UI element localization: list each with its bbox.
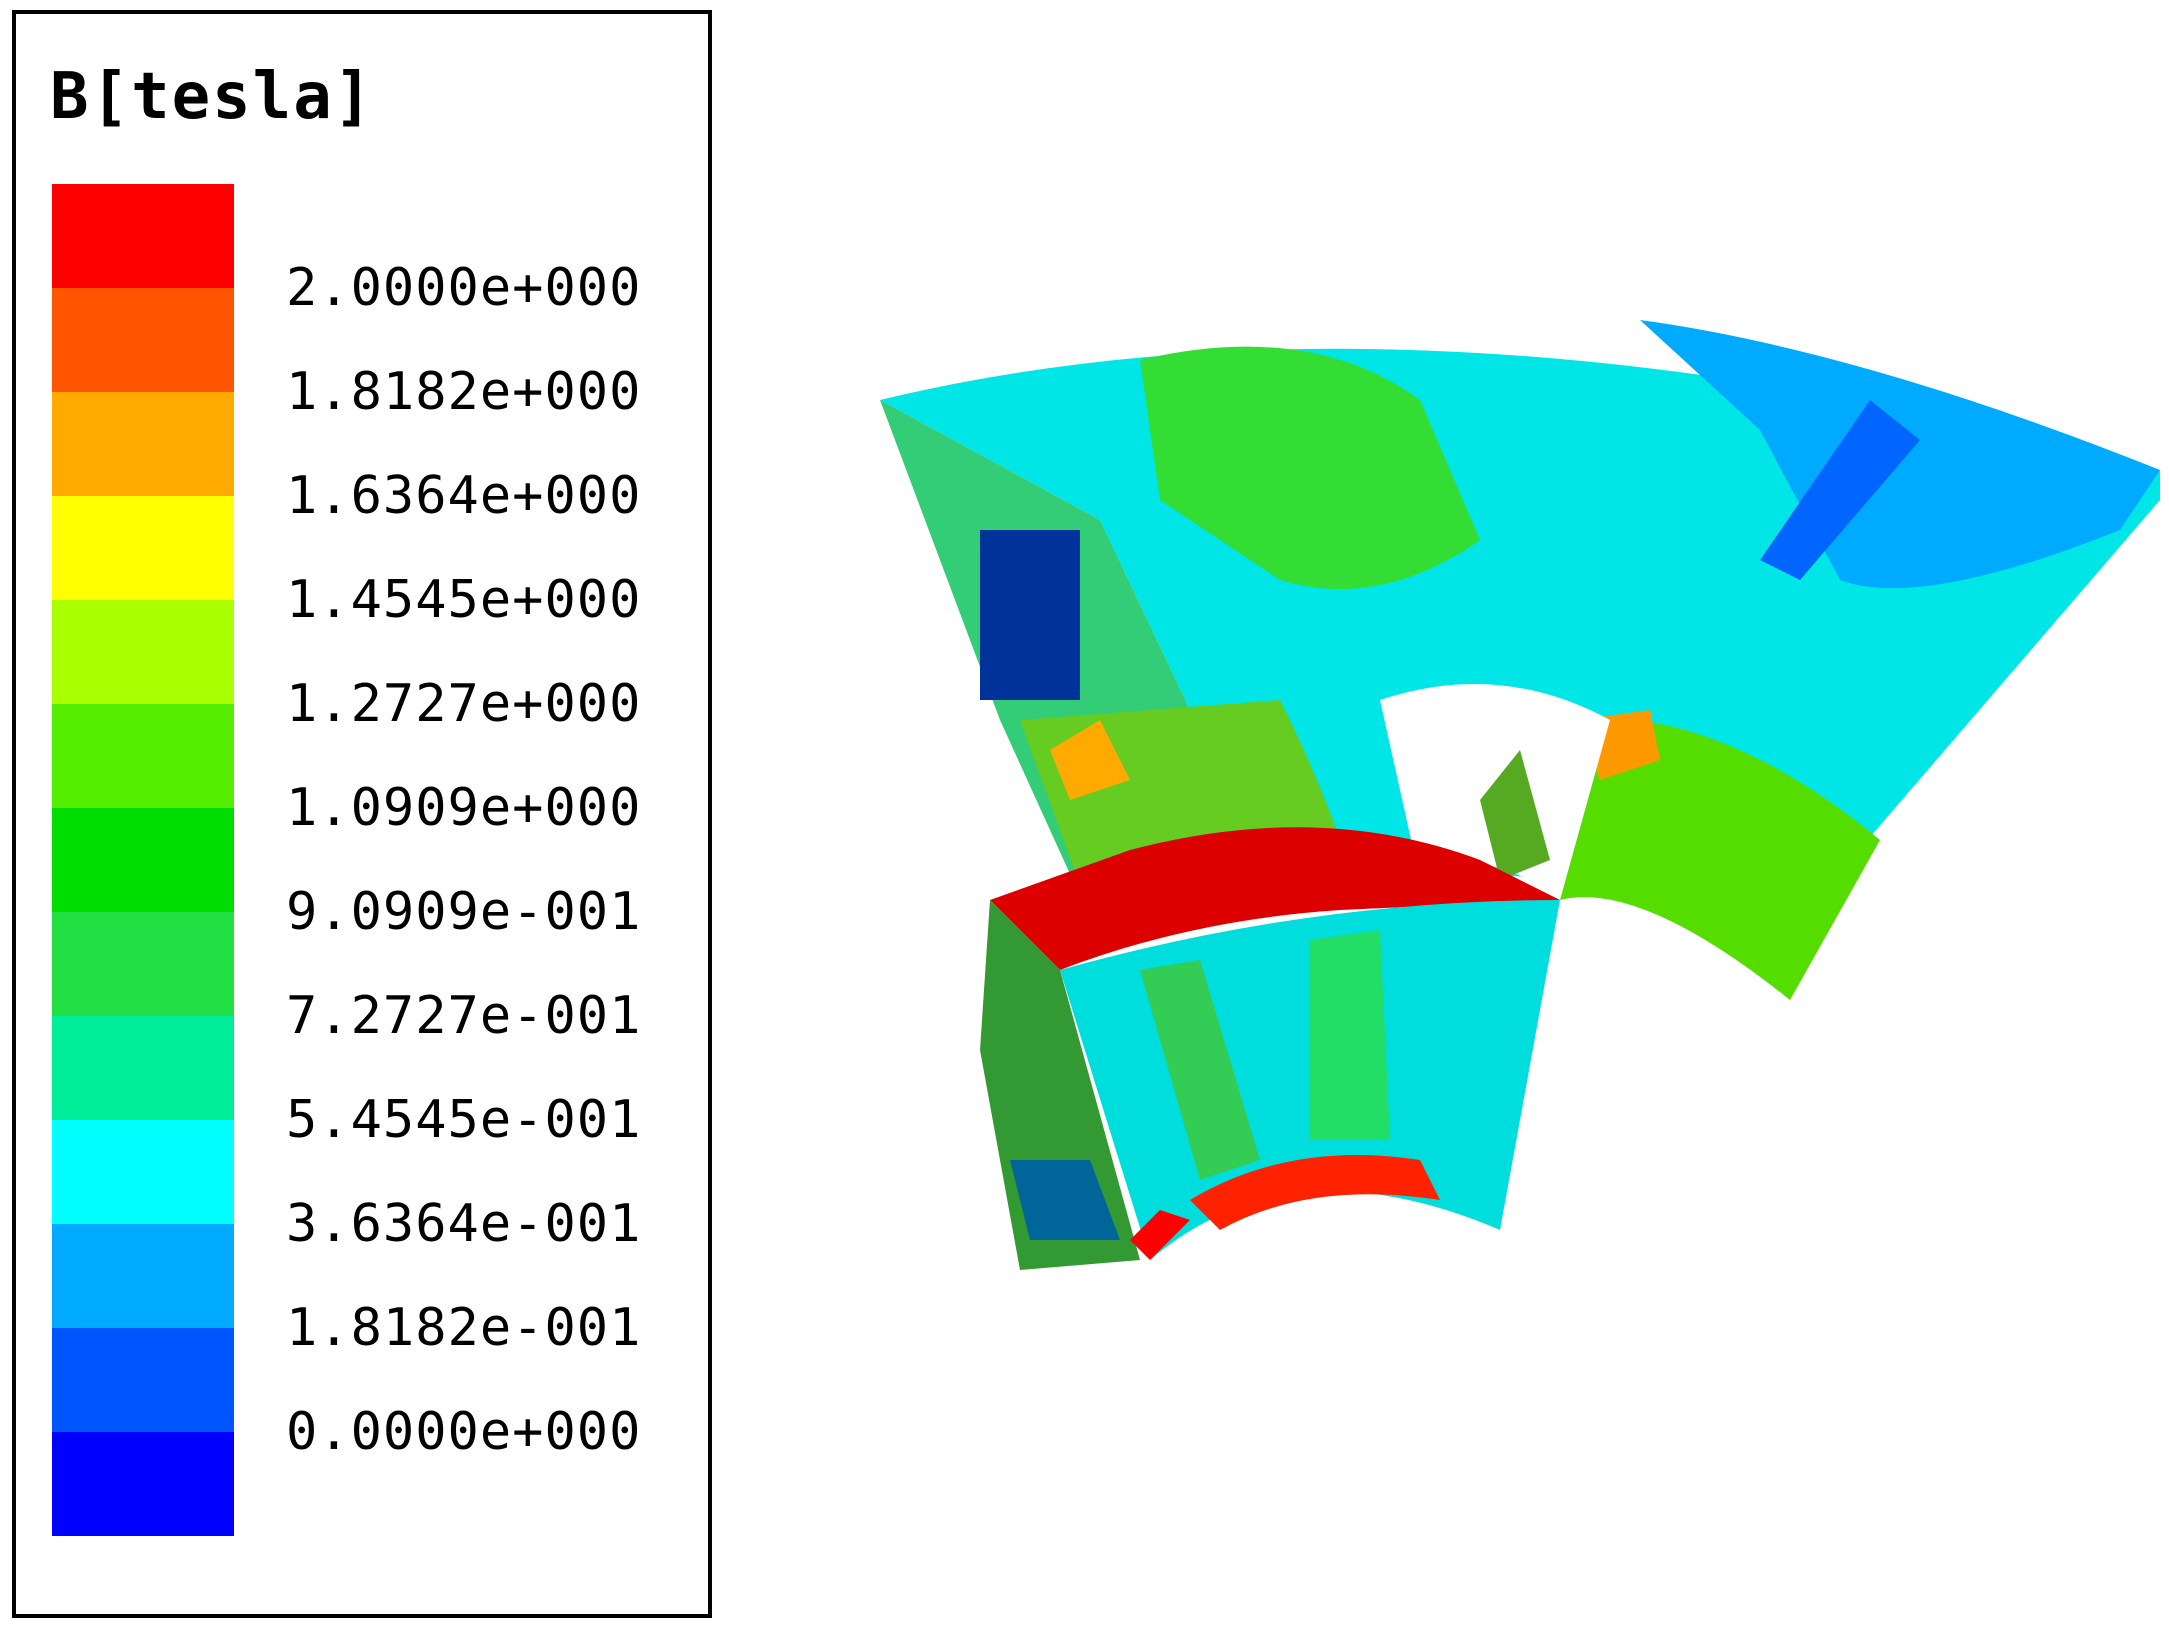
legend-swatch <box>52 1016 234 1120</box>
legend-title: B[tesla] <box>50 60 375 134</box>
legend-swatch <box>52 1120 234 1224</box>
field-plot <box>880 320 2160 1270</box>
legend-swatch <box>52 496 234 600</box>
legend-swatch <box>52 704 234 808</box>
legend-tick-label: 1.2727e+000 <box>286 674 642 734</box>
legend-swatch <box>52 1328 234 1432</box>
legend-tick-label: 7.2727e-001 <box>286 986 642 1046</box>
legend-swatch <box>52 288 234 392</box>
legend-tick-label: 1.6364e+000 <box>286 466 642 526</box>
legend-swatch <box>52 912 234 1016</box>
legend-tick-label: 0.0000e+000 <box>286 1402 642 1462</box>
stator-slot <box>980 530 1080 700</box>
legend-swatch <box>52 1224 234 1328</box>
rotor-gap-red <box>1190 1155 1440 1230</box>
legend-tick-label: 9.0909e-001 <box>286 882 642 942</box>
legend-swatch <box>52 1432 234 1536</box>
rotor-left-blue <box>1010 1160 1120 1240</box>
stator-blue-streak <box>1760 400 1920 580</box>
rotor-pole-1 <box>1140 960 1260 1180</box>
legend-tick-label: 1.8182e-001 <box>286 1298 642 1358</box>
stator-tooth-right <box>1560 717 1880 1000</box>
legend-swatch <box>52 600 234 704</box>
stator-spike <box>1480 750 1550 880</box>
legend-swatch <box>52 184 234 288</box>
legend-tick-label: 3.6364e-001 <box>286 1194 642 1254</box>
rotor-top-face <box>990 827 1560 970</box>
stator-green-patch <box>1140 346 1480 589</box>
legend-tick-label: 2.0000e+000 <box>286 258 642 318</box>
stator-tooth-orange <box>1050 720 1130 800</box>
legend-panel: B[tesla] 2.0000e+000 1.8182e+000 1.6364e+0… <box>12 10 712 1618</box>
legend-tick-label: 1.0909e+000 <box>286 778 642 838</box>
legend-tick-label: 1.4545e+000 <box>286 570 642 630</box>
legend-tick-label: 1.8182e+000 <box>286 362 642 422</box>
rotor-edge-red <box>1130 1210 1190 1260</box>
legend-tick-label: 5.4545e-001 <box>286 1090 642 1150</box>
legend-swatch <box>52 808 234 912</box>
rotor-pole-2 <box>1310 930 1390 1140</box>
legend-swatch <box>52 392 234 496</box>
